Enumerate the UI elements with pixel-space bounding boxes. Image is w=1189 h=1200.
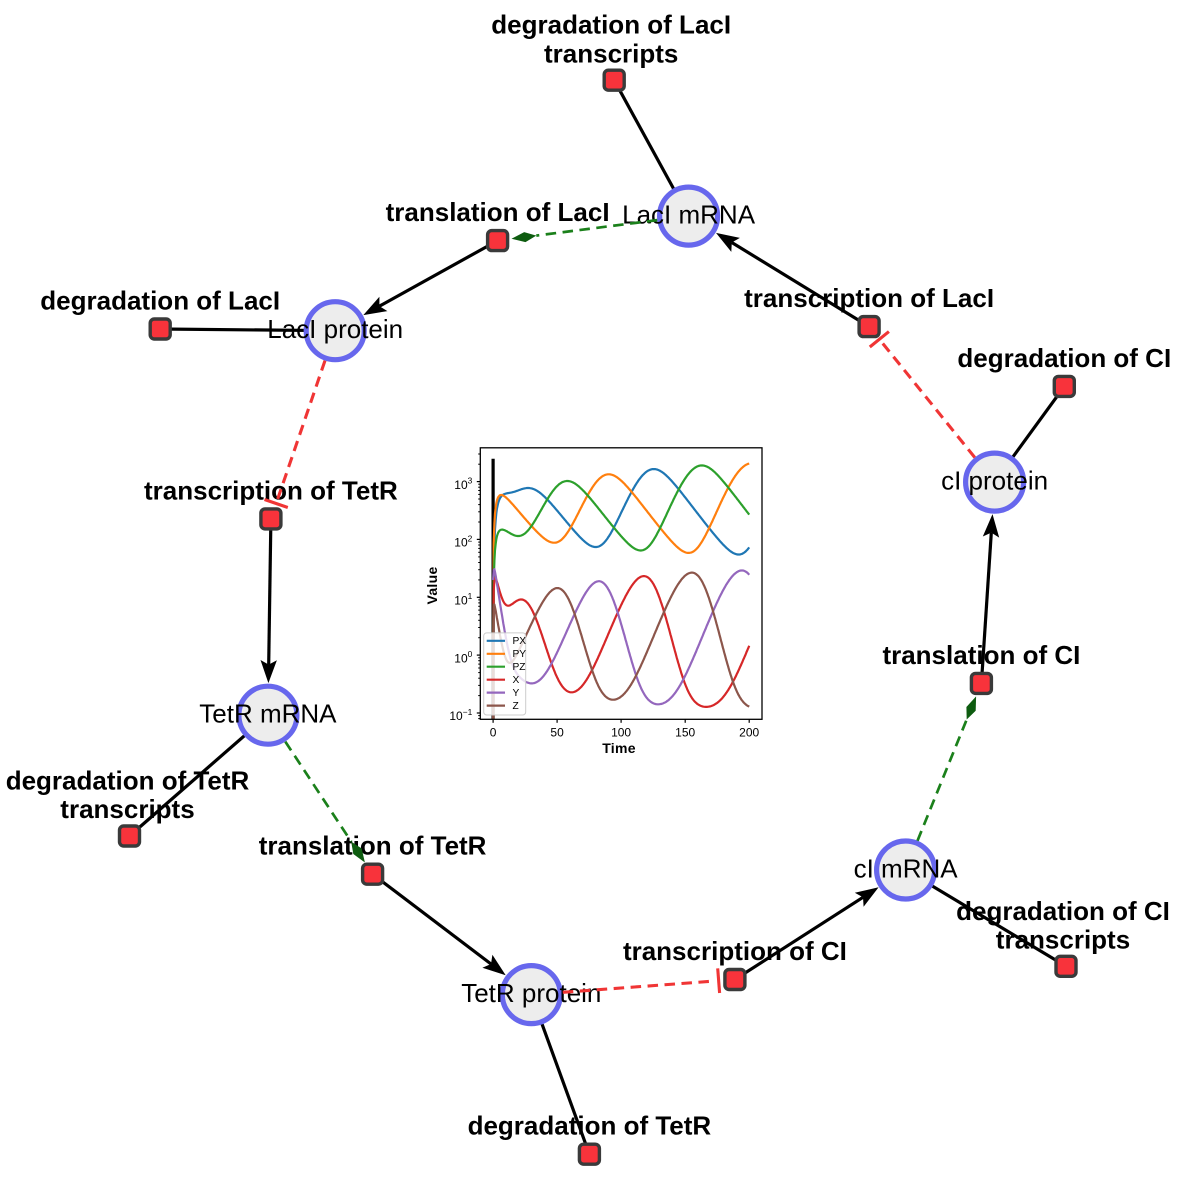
svg-text:0: 0 (490, 725, 497, 739)
svg-text:transcripts: transcripts (60, 794, 194, 824)
svg-text:X: X (513, 675, 520, 686)
svg-text:degradation of TetR: degradation of TetR (6, 766, 250, 796)
svg-text:cI protein: cI protein (941, 466, 1048, 496)
svg-text:TetR mRNA: TetR mRNA (199, 699, 337, 729)
svg-text:translation of TetR: translation of TetR (259, 831, 487, 861)
svg-text:TetR protein: TetR protein (461, 978, 601, 1008)
svg-text:translation of LacI: translation of LacI (386, 197, 610, 227)
svg-text:50: 50 (550, 725, 564, 739)
svg-text:Y: Y (513, 688, 520, 699)
svg-text:Z: Z (513, 701, 519, 712)
svg-text:10−1: 10−1 (449, 707, 472, 723)
svg-text:101: 101 (454, 591, 472, 607)
svg-text:200: 200 (739, 725, 759, 739)
svg-text:Time: Time (602, 740, 636, 756)
svg-text:LacI protein: LacI protein (267, 314, 403, 344)
svg-text:103: 103 (454, 476, 472, 492)
svg-text:150: 150 (675, 725, 695, 739)
svg-text:degradation of TetR: degradation of TetR (468, 1111, 712, 1141)
svg-text:translation of CI: translation of CI (882, 640, 1080, 670)
svg-text:PZ: PZ (513, 662, 526, 673)
svg-text:degradation of LacI: degradation of LacI (40, 286, 280, 316)
svg-text:cI mRNA: cI mRNA (854, 854, 959, 884)
svg-text:transcription of CI: transcription of CI (623, 936, 847, 966)
svg-text:degradation of CI: degradation of CI (956, 896, 1170, 926)
svg-text:Value: Value (424, 566, 440, 604)
svg-text:transcripts: transcripts (996, 925, 1130, 955)
svg-text:100: 100 (611, 725, 631, 739)
svg-text:PY: PY (513, 649, 527, 660)
svg-text:transcripts: transcripts (544, 38, 678, 68)
svg-text:102: 102 (454, 533, 472, 549)
svg-text:PX: PX (513, 636, 527, 647)
svg-text:LacI mRNA: LacI mRNA (622, 200, 756, 230)
svg-text:100: 100 (454, 649, 472, 665)
svg-text:degradation of LacI: degradation of LacI (491, 10, 731, 40)
svg-text:degradation of CI: degradation of CI (957, 343, 1171, 373)
svg-text:transcription of LacI: transcription of LacI (744, 283, 994, 313)
